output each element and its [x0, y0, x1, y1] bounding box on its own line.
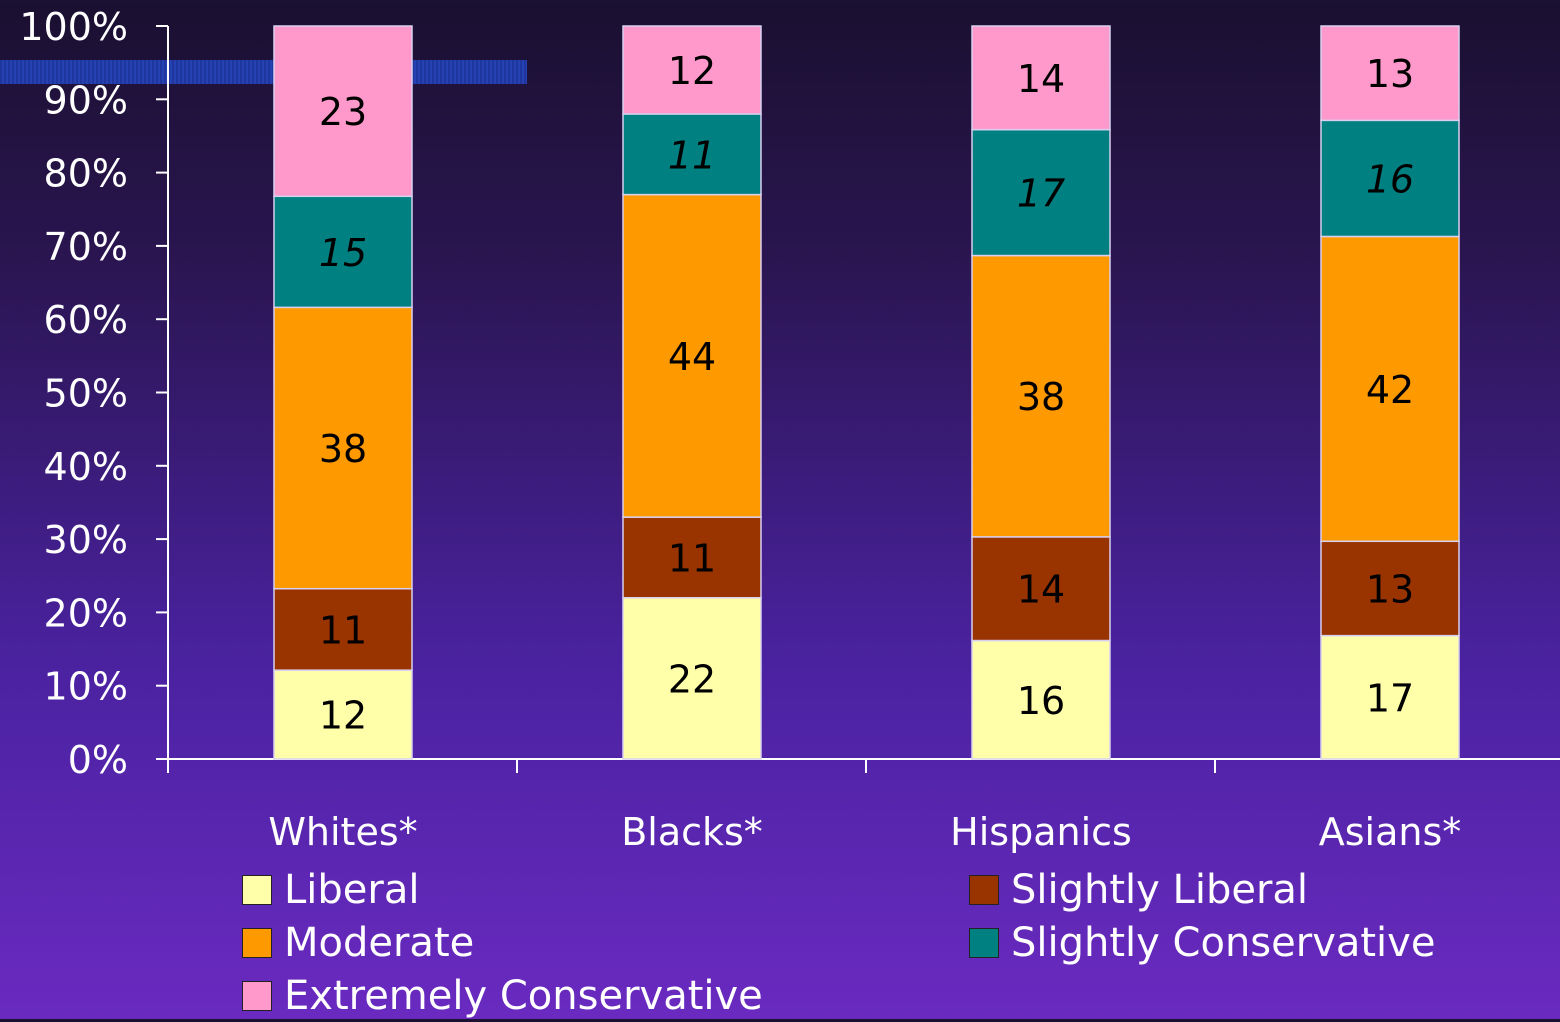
data-label: 13	[1366, 52, 1414, 96]
bar-segment-moderate	[273, 306, 413, 590]
legend-item-slightly-liberal: Slightly Liberal	[969, 864, 1308, 916]
category-labels: Whites* Blacks* Hispanics Asians*	[268, 810, 1461, 854]
bar-segment-extremely-conservative	[622, 25, 762, 115]
data-label: 16	[1017, 679, 1065, 723]
legend-swatch-extremely-conservative	[242, 981, 272, 1011]
category-label: Blacks*	[621, 810, 763, 854]
data-label: 11	[668, 133, 716, 177]
data-label: 12	[319, 694, 367, 738]
data-label: 42	[1366, 368, 1414, 412]
y-tick-label: 100%	[19, 5, 128, 49]
bar-segment-extremely-conservative	[273, 25, 413, 198]
bar-segment-liberal	[1320, 634, 1460, 760]
data-label: 22	[668, 657, 716, 701]
data-label: 14	[1017, 57, 1065, 101]
bar-segment-extremely-conservative	[1320, 25, 1460, 122]
data-label: 16	[1366, 157, 1414, 201]
data-label: 13	[1366, 567, 1414, 611]
data-label: 38	[319, 427, 367, 471]
data-label: 44	[668, 335, 716, 379]
bar-segment-moderate	[622, 193, 762, 518]
legend-label-slightly-conservative: Slightly Conservative	[1011, 920, 1436, 966]
bar-segment-slightly-conservative	[1320, 119, 1460, 238]
bar-segment-slightly-liberal	[273, 587, 413, 671]
bar-segment-liberal	[971, 639, 1111, 760]
data-label: 12	[668, 49, 716, 93]
x-axis	[167, 758, 1560, 773]
bar-segment-slightly-liberal	[622, 516, 762, 599]
legend-label-liberal: Liberal	[284, 867, 420, 913]
legend-swatch-slightly-liberal	[969, 875, 999, 905]
bar-segment-slightly-liberal	[971, 536, 1111, 642]
data-label: 23	[319, 90, 367, 134]
y-tick-label: 0%	[68, 738, 128, 782]
legend-item-slightly-conservative: Slightly Conservative	[969, 917, 1435, 969]
bar-segment-slightly-conservative	[273, 195, 413, 309]
decorative-band	[0, 60, 527, 84]
legend-swatch-liberal	[242, 875, 272, 905]
y-tick-label: 80%	[44, 152, 128, 196]
y-tick-label: 10%	[44, 665, 128, 709]
y-tick-label: 60%	[44, 298, 128, 342]
legend-label-moderate: Moderate	[284, 920, 475, 966]
legend-label-extremely-conservative: Extremely Conservative	[284, 973, 763, 1019]
y-tick-label: 20%	[44, 591, 128, 635]
y-tick-label: 40%	[44, 445, 128, 489]
data-label: 17	[1366, 676, 1414, 720]
y-tick-label: 30%	[44, 518, 128, 562]
data-label: 11	[668, 536, 716, 580]
bar-segment-moderate	[1320, 235, 1460, 543]
legend: Liberal Slightly Liberal Moderate Slight…	[242, 864, 1502, 1019]
bars: 12 11 38 15 23 22 11 44 11 12 16 14 38 17 14 17 13 42 16 13	[273, 25, 1460, 760]
bar-segment-liberal	[622, 596, 762, 760]
category-label: Asians*	[1319, 810, 1462, 854]
y-tick-label: 50%	[44, 372, 128, 416]
data-label: 17	[1017, 172, 1065, 216]
bar-segment-slightly-liberal	[1320, 540, 1460, 637]
y-axis: 0% 10% 20% 30% 40% 50% 60% 70% 80% 90% 100%	[19, 5, 169, 782]
legend-swatch-moderate	[242, 928, 272, 958]
legend-swatch-slightly-conservative	[969, 928, 999, 958]
bar-segment-slightly-conservative	[622, 113, 762, 196]
legend-label-slightly-liberal: Slightly Liberal	[1011, 867, 1309, 913]
y-tick-label: 90%	[44, 78, 128, 122]
legend-item-extremely-conservative: Extremely Conservative	[242, 970, 763, 1022]
y-tick-label: 70%	[44, 225, 128, 269]
stacked-bar-chart: 0% 10% 20% 30% 40% 50% 60% 70% 80% 90% 100% 12 11 38…	[19, 5, 1560, 854]
data-label: 38	[1017, 375, 1065, 419]
category-label: Whites*	[268, 810, 417, 854]
category-label: Hispanics	[950, 810, 1132, 854]
legend-item-liberal: Liberal	[242, 864, 419, 916]
data-label: 15	[319, 231, 367, 275]
bar-segment-extremely-conservative	[971, 25, 1111, 131]
bar-segment-moderate	[971, 254, 1111, 538]
data-label: 14	[1017, 568, 1065, 612]
legend-item-moderate: Moderate	[242, 917, 474, 969]
bar-segment-slightly-conservative	[971, 128, 1111, 257]
data-label: 11	[319, 608, 367, 652]
bar-segment-liberal	[273, 669, 413, 760]
